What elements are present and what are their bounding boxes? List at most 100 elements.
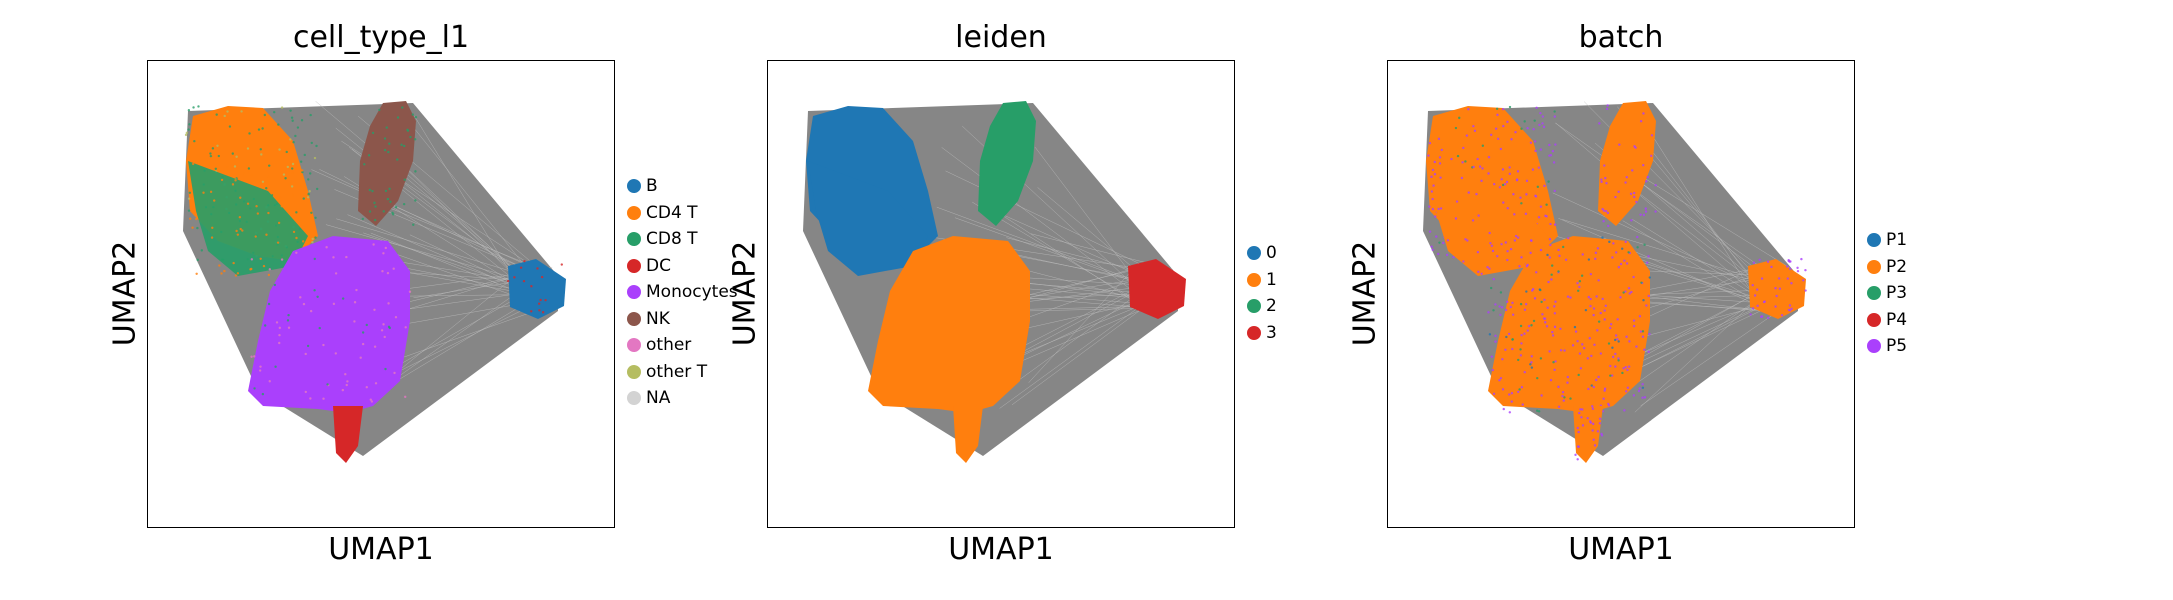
cell-point — [1790, 282, 1793, 285]
cell-point — [387, 150, 390, 154]
cell-point — [1625, 262, 1629, 265]
cell-point — [247, 167, 251, 170]
cell-point — [1542, 317, 1546, 320]
cell-point — [248, 132, 251, 135]
cell-point — [1592, 313, 1595, 317]
cell-point — [250, 355, 253, 358]
cell-point — [1589, 421, 1593, 424]
cell-point — [1524, 303, 1528, 306]
cell-point — [1582, 346, 1586, 350]
cell-point — [1639, 213, 1642, 216]
cell-point — [1584, 308, 1588, 312]
cell-point — [1751, 283, 1754, 287]
cell-point — [259, 257, 262, 260]
cell-point — [1624, 366, 1627, 369]
cell-point — [414, 199, 417, 202]
cell-point — [1549, 154, 1553, 157]
cell-point — [210, 236, 214, 239]
cell-point — [1504, 348, 1507, 351]
cell-point — [1504, 308, 1508, 312]
cell-point — [1788, 267, 1792, 271]
cell-point — [1467, 191, 1470, 194]
cell-point — [1642, 213, 1646, 217]
cell-point — [290, 185, 294, 188]
cell-point — [255, 205, 258, 208]
y-axis-label: UMAP2 — [107, 240, 143, 347]
cell-point — [1507, 393, 1511, 396]
cell-point — [1603, 164, 1606, 167]
cell-point — [1587, 258, 1591, 261]
cell-point — [1490, 244, 1494, 248]
cell-point — [1509, 305, 1512, 309]
cell-point — [1541, 115, 1545, 118]
cell-point — [1537, 410, 1541, 413]
cell-point — [314, 216, 317, 220]
legend-label: CD8 T — [646, 229, 698, 250]
edge-line — [985, 204, 1139, 305]
cell-point — [1644, 210, 1648, 213]
cell-point — [1614, 251, 1618, 254]
cell-point — [1588, 337, 1591, 340]
cell-point — [1638, 387, 1641, 390]
cell-point — [1518, 265, 1521, 268]
legend-marker — [1867, 339, 1881, 354]
cell-point — [302, 197, 305, 200]
cell-point — [1635, 345, 1638, 348]
cluster-region — [1128, 259, 1186, 319]
cell-point — [226, 110, 229, 113]
legend: 0 1 2 3 — [1247, 240, 1277, 346]
cell-point — [191, 226, 194, 229]
cell-point — [1431, 168, 1435, 172]
cell-point — [1431, 248, 1434, 251]
cell-point — [1591, 429, 1594, 432]
cell-point — [254, 235, 257, 238]
cell-point — [1502, 124, 1505, 128]
cell-point — [1562, 245, 1565, 249]
cell-point — [308, 172, 312, 175]
legend-item: Monocytes — [627, 279, 738, 306]
cell-point — [1650, 134, 1654, 137]
cell-point — [1433, 172, 1437, 176]
cell-point — [202, 191, 205, 194]
cell-point — [289, 138, 292, 141]
cell-point — [1625, 175, 1628, 179]
cell-point — [506, 279, 510, 283]
cluster-region — [868, 236, 1030, 413]
cell-point — [303, 153, 306, 157]
cell-point — [1642, 112, 1645, 115]
cell-point — [268, 268, 272, 271]
cell-point — [306, 344, 310, 348]
cell-point — [304, 390, 308, 394]
cell-point — [295, 251, 298, 254]
cell-point — [195, 272, 198, 275]
cell-point — [1520, 342, 1523, 345]
cell-point — [193, 139, 196, 143]
edge-line — [980, 204, 1152, 281]
cell-point — [1473, 129, 1477, 133]
cell-point — [1622, 291, 1625, 294]
cell-point — [1519, 196, 1522, 199]
cell-point — [1645, 304, 1648, 307]
cell-point — [313, 156, 317, 160]
cell-point — [233, 165, 237, 168]
cell-point — [1498, 186, 1502, 189]
cell-point — [345, 383, 348, 387]
cell-point — [316, 295, 319, 299]
cell-point — [1593, 343, 1596, 346]
cell-point — [1519, 324, 1523, 328]
cell-point — [1529, 251, 1532, 255]
cell-point — [1558, 254, 1561, 258]
cell-point — [374, 205, 377, 208]
legend-label: P4 — [1886, 309, 1908, 330]
cell-point — [1576, 339, 1579, 343]
cell-point — [209, 190, 213, 194]
cell-point — [1501, 358, 1504, 361]
edge-line — [1009, 276, 1136, 285]
cell-point — [1580, 274, 1584, 277]
cell-point — [1553, 305, 1556, 308]
legend-item: P5 — [1867, 333, 1907, 360]
legend-label: other — [646, 335, 692, 356]
cell-point — [295, 236, 298, 240]
cell-point — [1513, 213, 1516, 216]
cell-point — [273, 283, 277, 287]
